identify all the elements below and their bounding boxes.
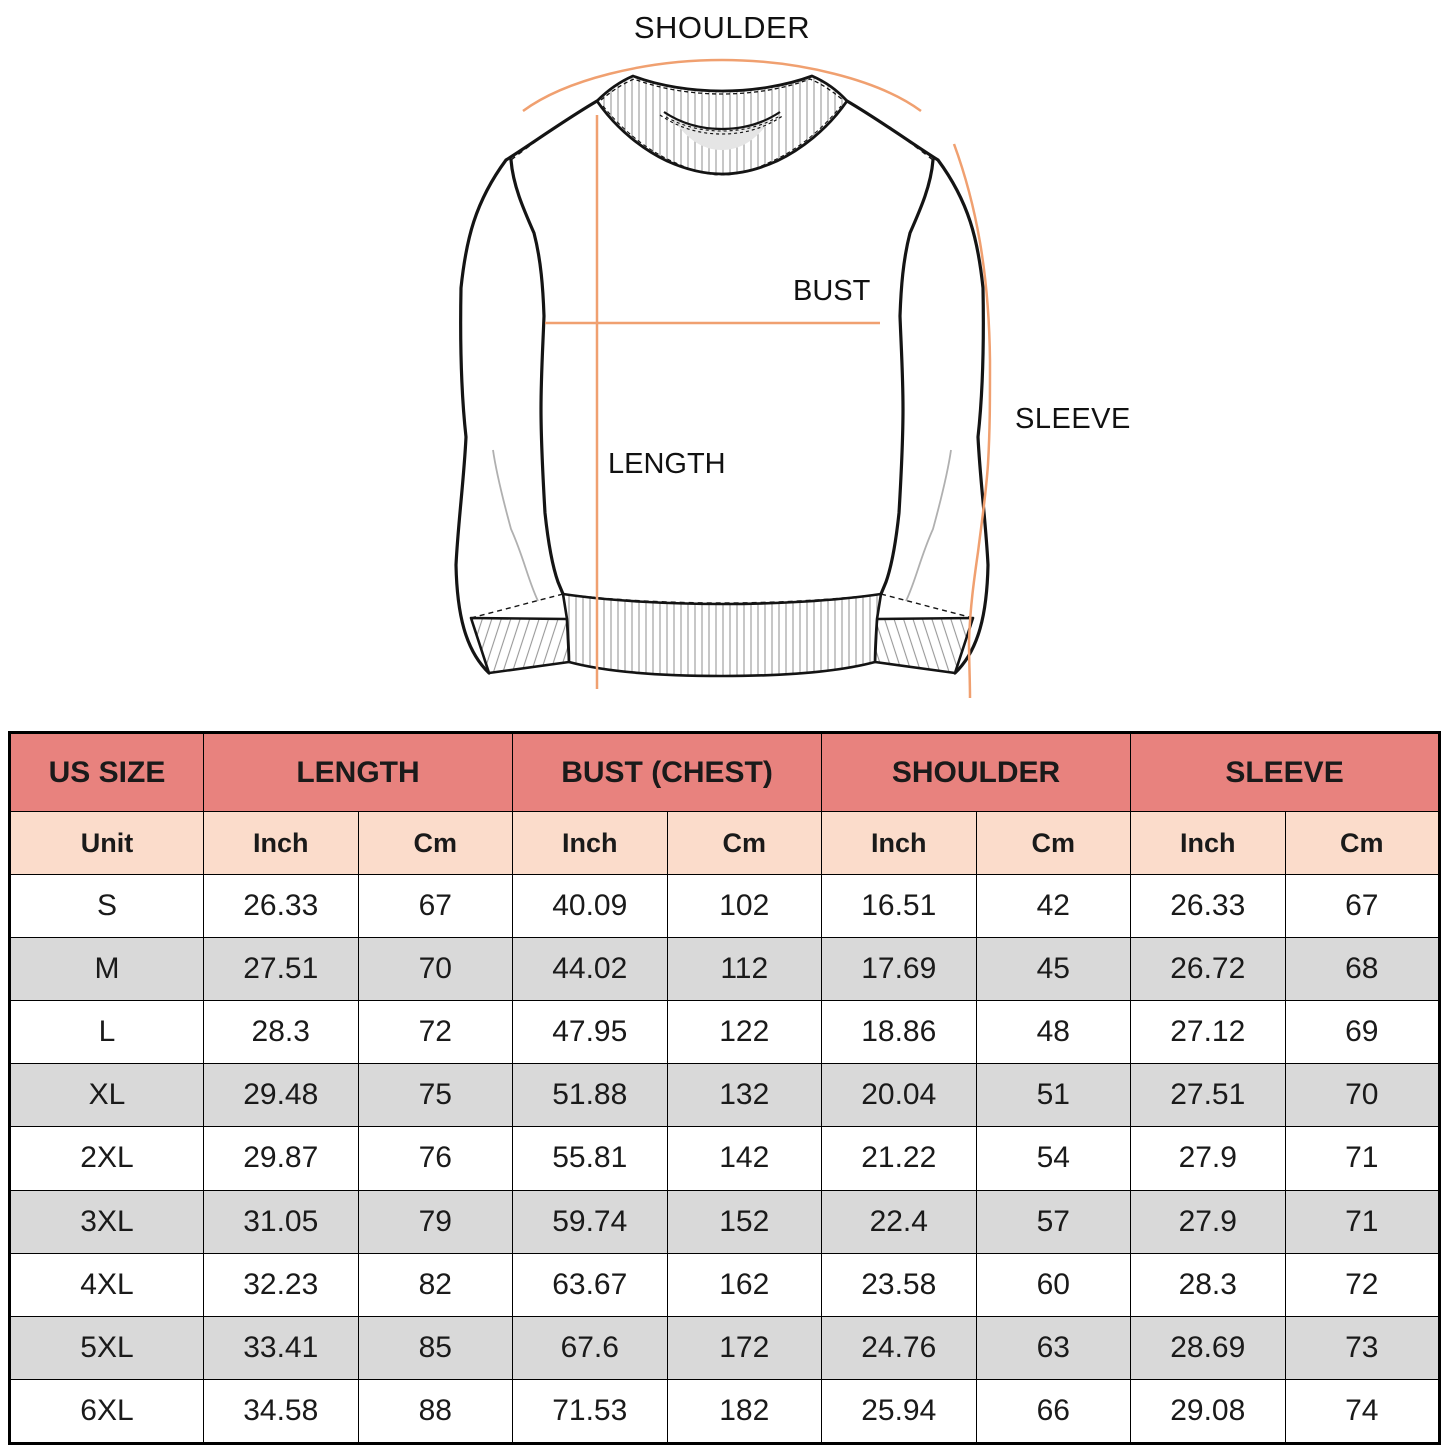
svg-text:SLEEVE: SLEEVE — [1015, 403, 1131, 435]
svg-text:LENGTH: LENGTH — [608, 448, 726, 480]
svg-text:BUST: BUST — [793, 275, 871, 307]
svg-text:SHOULDER: SHOULDER — [634, 10, 810, 45]
